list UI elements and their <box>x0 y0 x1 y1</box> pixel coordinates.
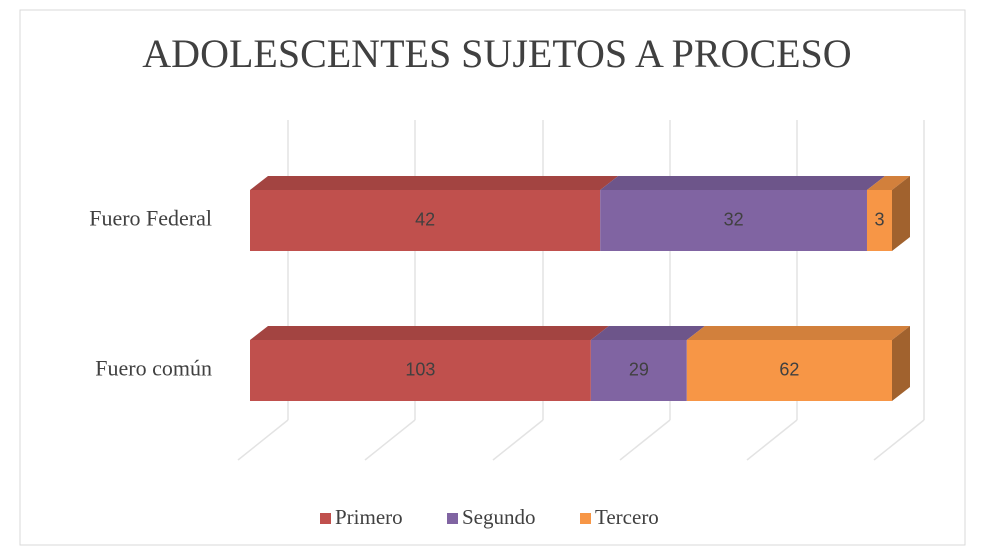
data-label: 62 <box>779 359 799 379</box>
bar-top <box>686 326 910 340</box>
bar-top <box>250 326 609 340</box>
data-label: 103 <box>405 359 435 379</box>
bar <box>590 340 687 401</box>
chart-frame <box>19 9 966 546</box>
legend-swatch <box>320 513 331 524</box>
bar-top <box>600 176 885 190</box>
bar <box>600 190 867 251</box>
bar-side <box>892 176 910 251</box>
legend-label: Primero <box>335 505 403 529</box>
legend-swatch <box>580 513 591 524</box>
category-label: Fuero común <box>95 356 212 381</box>
bar <box>250 190 601 251</box>
bar <box>250 340 591 401</box>
data-label: 29 <box>629 359 649 379</box>
chart-title: ADOLESCENTES SUJETOS A PROCESO <box>142 31 851 76</box>
legend-swatch <box>447 513 458 524</box>
bar <box>866 190 892 251</box>
bar <box>686 340 892 401</box>
grid <box>237 120 925 461</box>
bar-top <box>866 176 910 190</box>
bar-top <box>590 326 705 340</box>
category-label: Fuero Federal <box>89 206 212 231</box>
bar-top <box>250 176 619 190</box>
data-label: 3 <box>874 209 884 229</box>
legend-label: Tercero <box>595 505 659 529</box>
bar-side <box>892 326 910 401</box>
data-label: 42 <box>415 209 435 229</box>
data-label: 32 <box>724 209 744 229</box>
legend-label: Segundo <box>462 505 536 529</box>
